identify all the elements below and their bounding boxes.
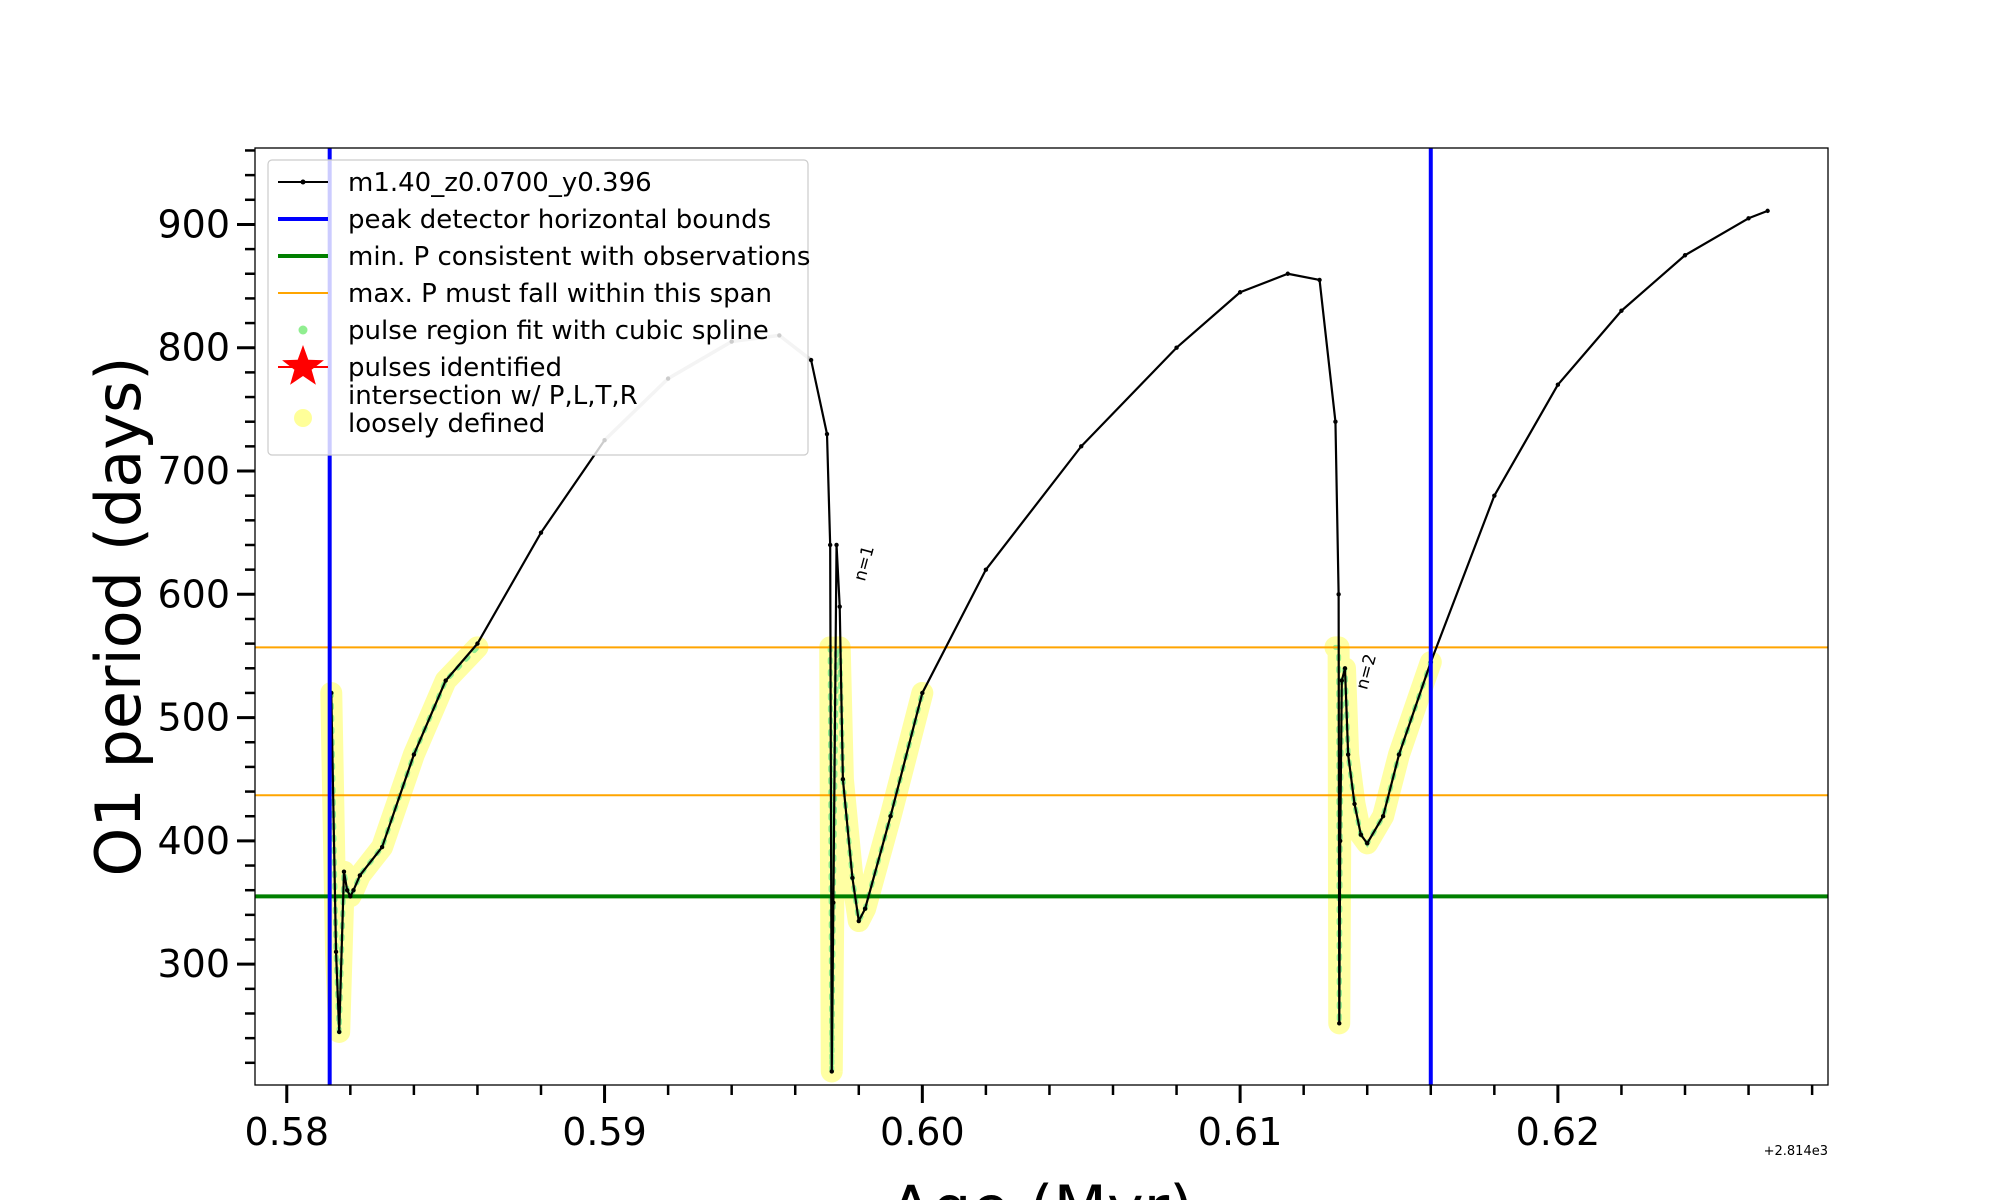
legend-markers [278, 179, 328, 427]
legend-label-track: m1.40_z0.0700_y0.396 [348, 168, 652, 198]
x-tick-label: 0.59 [562, 1110, 647, 1154]
tick-marks [237, 149, 1814, 1103]
y-axis-label: O1 period (days) [82, 357, 155, 877]
track-point [1174, 345, 1179, 350]
x-tick-label: 0.60 [880, 1110, 965, 1154]
spline-region-1 [328, 644, 480, 1033]
track-point [1337, 1021, 1342, 1026]
annotations: n=1 n=2 [850, 543, 1381, 691]
track-point [1352, 801, 1357, 807]
track-point [1333, 419, 1338, 424]
track-point [1339, 678, 1345, 683]
y-tick-label: 900 [157, 202, 230, 246]
track-point [1237, 290, 1243, 295]
track-point [1746, 216, 1751, 221]
x-tick-label: 0.62 [1516, 1110, 1601, 1154]
track-point [351, 888, 356, 893]
track-point [1555, 382, 1561, 387]
track-point [379, 844, 385, 850]
legend-label-intersection-line2: loosely defined [348, 409, 545, 439]
legend-label-pulses: pulses identified [348, 353, 562, 383]
legend-marker-intersection [294, 409, 312, 427]
x-tick-labels: 0.58 0.59 0.60 0.61 0.62 [244, 1110, 1600, 1154]
track-point [1317, 277, 1322, 283]
track-point [920, 690, 925, 696]
y-tick-label: 600 [157, 572, 230, 616]
spline-highlight-layer [320, 636, 1442, 1083]
track-point [1396, 752, 1402, 757]
plot-frame [254, 147, 1829, 1086]
y-tick-label: 500 [157, 696, 230, 740]
legend-label-intersection: intersection w/ P,L,T,R [348, 381, 638, 411]
legend-label-bounds: peak detector horizontal bounds [348, 205, 771, 235]
track-point [888, 814, 893, 819]
track-point [344, 888, 350, 893]
track-point [348, 894, 353, 899]
track-point [983, 567, 989, 572]
x-offset-label: +2.814e3 [1764, 1144, 1828, 1159]
track-point [357, 873, 363, 878]
track-point [333, 949, 339, 955]
track-point [1682, 253, 1688, 258]
track-point [1079, 444, 1084, 449]
track-point [1380, 814, 1386, 819]
x-tick-label: 0.58 [244, 1110, 329, 1154]
track-point [827, 542, 833, 548]
intersection-region-1 [320, 636, 489, 1043]
track-point [475, 641, 480, 646]
track-point [341, 869, 347, 874]
track-point [840, 777, 846, 782]
track-point [1285, 271, 1290, 276]
y-tick-label: 800 [157, 326, 230, 370]
track-point [411, 752, 417, 757]
track-point [1619, 308, 1624, 313]
track-point [856, 918, 861, 924]
track-point [1342, 666, 1348, 671]
x-tick-label: 0.61 [1198, 1110, 1283, 1154]
track-point [808, 357, 814, 363]
legend: m1.40_z0.0700_y0.396 peak detector horiz… [267, 159, 810, 456]
track-point [1365, 841, 1370, 846]
legend-label-spline: pulse region fit with cubic spline [348, 316, 769, 346]
track-point [850, 875, 855, 881]
legend-marker-track-dot [300, 179, 306, 185]
annotation-n2: n=2 [1352, 652, 1381, 692]
track-point [829, 1069, 834, 1074]
x-axis-label: Age (Myr) [890, 1172, 1194, 1200]
legend-label-span: max. P must fall within this span [348, 279, 772, 309]
y-tick-labels: 300 400 500 600 700 800 900 [157, 202, 230, 986]
y-tick-label: 400 [157, 819, 230, 863]
legend-box [267, 159, 809, 456]
track-point [824, 431, 830, 437]
horizontal-lines [255, 646, 1828, 899]
track-point [1336, 592, 1341, 597]
annotation-n1: n=1 [850, 543, 879, 583]
track-point [831, 900, 836, 905]
legend-label-min-period: min. P consistent with observations [348, 242, 810, 272]
legend-marker-spline [298, 325, 308, 335]
track-point [443, 678, 448, 683]
y-tick-label: 300 [157, 942, 230, 986]
track-point [1338, 838, 1343, 844]
track-point [538, 530, 544, 535]
track-point [837, 604, 842, 609]
track-point [337, 1029, 342, 1035]
track-point [834, 542, 839, 548]
legend-marker-star-icon [282, 345, 324, 385]
track-point [1492, 493, 1497, 498]
track-point [1345, 752, 1351, 757]
track-point [1765, 208, 1770, 214]
y-tick-label: 700 [157, 449, 230, 493]
track-point [862, 906, 868, 911]
track-point [1358, 832, 1364, 837]
